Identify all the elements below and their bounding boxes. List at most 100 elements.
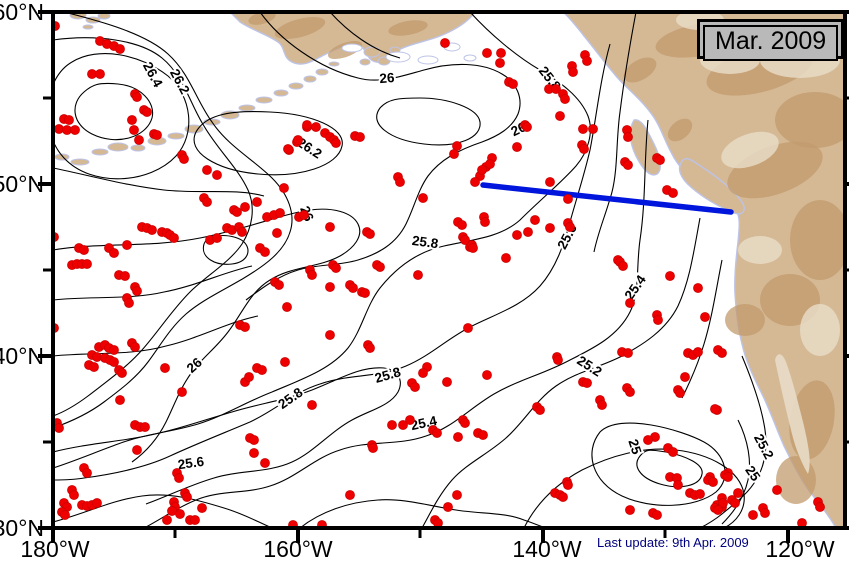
float-dot <box>668 447 678 457</box>
float-dot <box>482 48 492 58</box>
terrain-shade <box>248 12 276 25</box>
float-dot <box>512 230 522 240</box>
float-dot <box>95 69 105 79</box>
month-label: Mar. 2009 <box>703 25 839 61</box>
float-dot <box>109 357 119 367</box>
float-dot <box>162 515 172 525</box>
float-dot <box>249 448 259 458</box>
contour-layer <box>53 12 767 528</box>
float-dot <box>311 122 321 132</box>
float-layer <box>53 21 825 528</box>
float-dot <box>212 170 222 180</box>
contour-line <box>53 367 401 505</box>
float-dot <box>452 490 462 500</box>
float-dot <box>398 420 408 430</box>
contour-label: 25.2 <box>574 353 604 380</box>
terrain-light <box>738 236 782 264</box>
float-dot <box>275 208 285 218</box>
aleutian-island <box>359 58 371 66</box>
float-dot <box>560 94 570 104</box>
float-dot <box>772 485 782 495</box>
contour-label: 26.2 <box>167 66 193 96</box>
float-dot <box>410 382 420 392</box>
contour-line <box>143 119 649 528</box>
coastal-islet <box>341 43 363 53</box>
float-dot <box>283 144 293 154</box>
float-dot <box>365 343 375 353</box>
coastal-islet <box>417 55 439 65</box>
float-dot <box>169 233 179 243</box>
float-dot <box>760 508 770 518</box>
float-dot <box>282 302 292 312</box>
float-dot <box>579 144 589 154</box>
float-dot <box>623 160 633 170</box>
float-dot <box>293 135 303 145</box>
x-axis-label: 140°W <box>512 536 582 562</box>
aleutian-island <box>70 158 90 166</box>
float-dot <box>418 368 428 378</box>
float-dot <box>730 498 740 508</box>
float-dot <box>815 502 825 512</box>
aleutian-island <box>288 82 304 90</box>
float-dot <box>723 472 733 482</box>
float-dot <box>405 415 415 425</box>
float-dot <box>501 253 511 263</box>
float-dot <box>535 405 545 415</box>
contour-line <box>636 449 703 488</box>
float-dot <box>355 132 365 142</box>
y-axis-label: 50°N <box>0 171 44 197</box>
month-label-box: Mar. 2009 <box>697 19 845 61</box>
float-dot <box>147 225 157 235</box>
contour-line <box>376 97 481 146</box>
float-dot <box>460 235 470 245</box>
float-dot <box>190 515 200 525</box>
float-dot <box>495 58 505 68</box>
contour-line <box>421 217 701 528</box>
float-dot <box>563 194 573 204</box>
float-dot <box>470 177 480 187</box>
contour-line <box>53 167 265 197</box>
float-dot <box>418 193 428 203</box>
land-layer <box>54 12 845 528</box>
float-dot <box>115 395 125 405</box>
float-dot <box>274 280 284 290</box>
float-dot <box>485 159 495 169</box>
float-dot <box>127 115 137 125</box>
float-dot <box>272 228 282 238</box>
terrain-shade <box>775 92 845 148</box>
map-frame <box>51 10 847 530</box>
float-dot <box>453 432 463 442</box>
aleutian-island <box>238 104 256 112</box>
float-dot <box>463 323 473 333</box>
aleutian-island <box>255 96 273 104</box>
contour-line <box>53 265 253 301</box>
aleutian-island <box>184 124 204 134</box>
float-dot <box>653 315 663 325</box>
float-dot <box>693 347 703 357</box>
terrain-shade <box>725 304 765 336</box>
float-dot <box>302 120 312 130</box>
coastal-islet <box>463 54 477 62</box>
contour-line <box>74 82 154 141</box>
contour-line <box>193 111 343 176</box>
float-dot <box>565 222 575 232</box>
terrain-shade <box>790 200 845 280</box>
float-dot <box>160 363 170 373</box>
float-dot <box>307 400 317 410</box>
central-valley <box>775 354 810 474</box>
float-dot <box>120 271 130 281</box>
float-dot <box>122 240 132 250</box>
float-dot <box>625 298 635 308</box>
float-dot <box>134 135 144 145</box>
float-dot <box>413 270 423 280</box>
float-dot <box>331 263 341 273</box>
float-dot <box>260 247 270 257</box>
contour-line <box>53 53 190 180</box>
terrain-light <box>800 304 840 356</box>
float-dot <box>478 430 488 440</box>
float-dot <box>555 111 565 121</box>
float-dot <box>240 202 250 212</box>
float-dot <box>79 245 89 255</box>
